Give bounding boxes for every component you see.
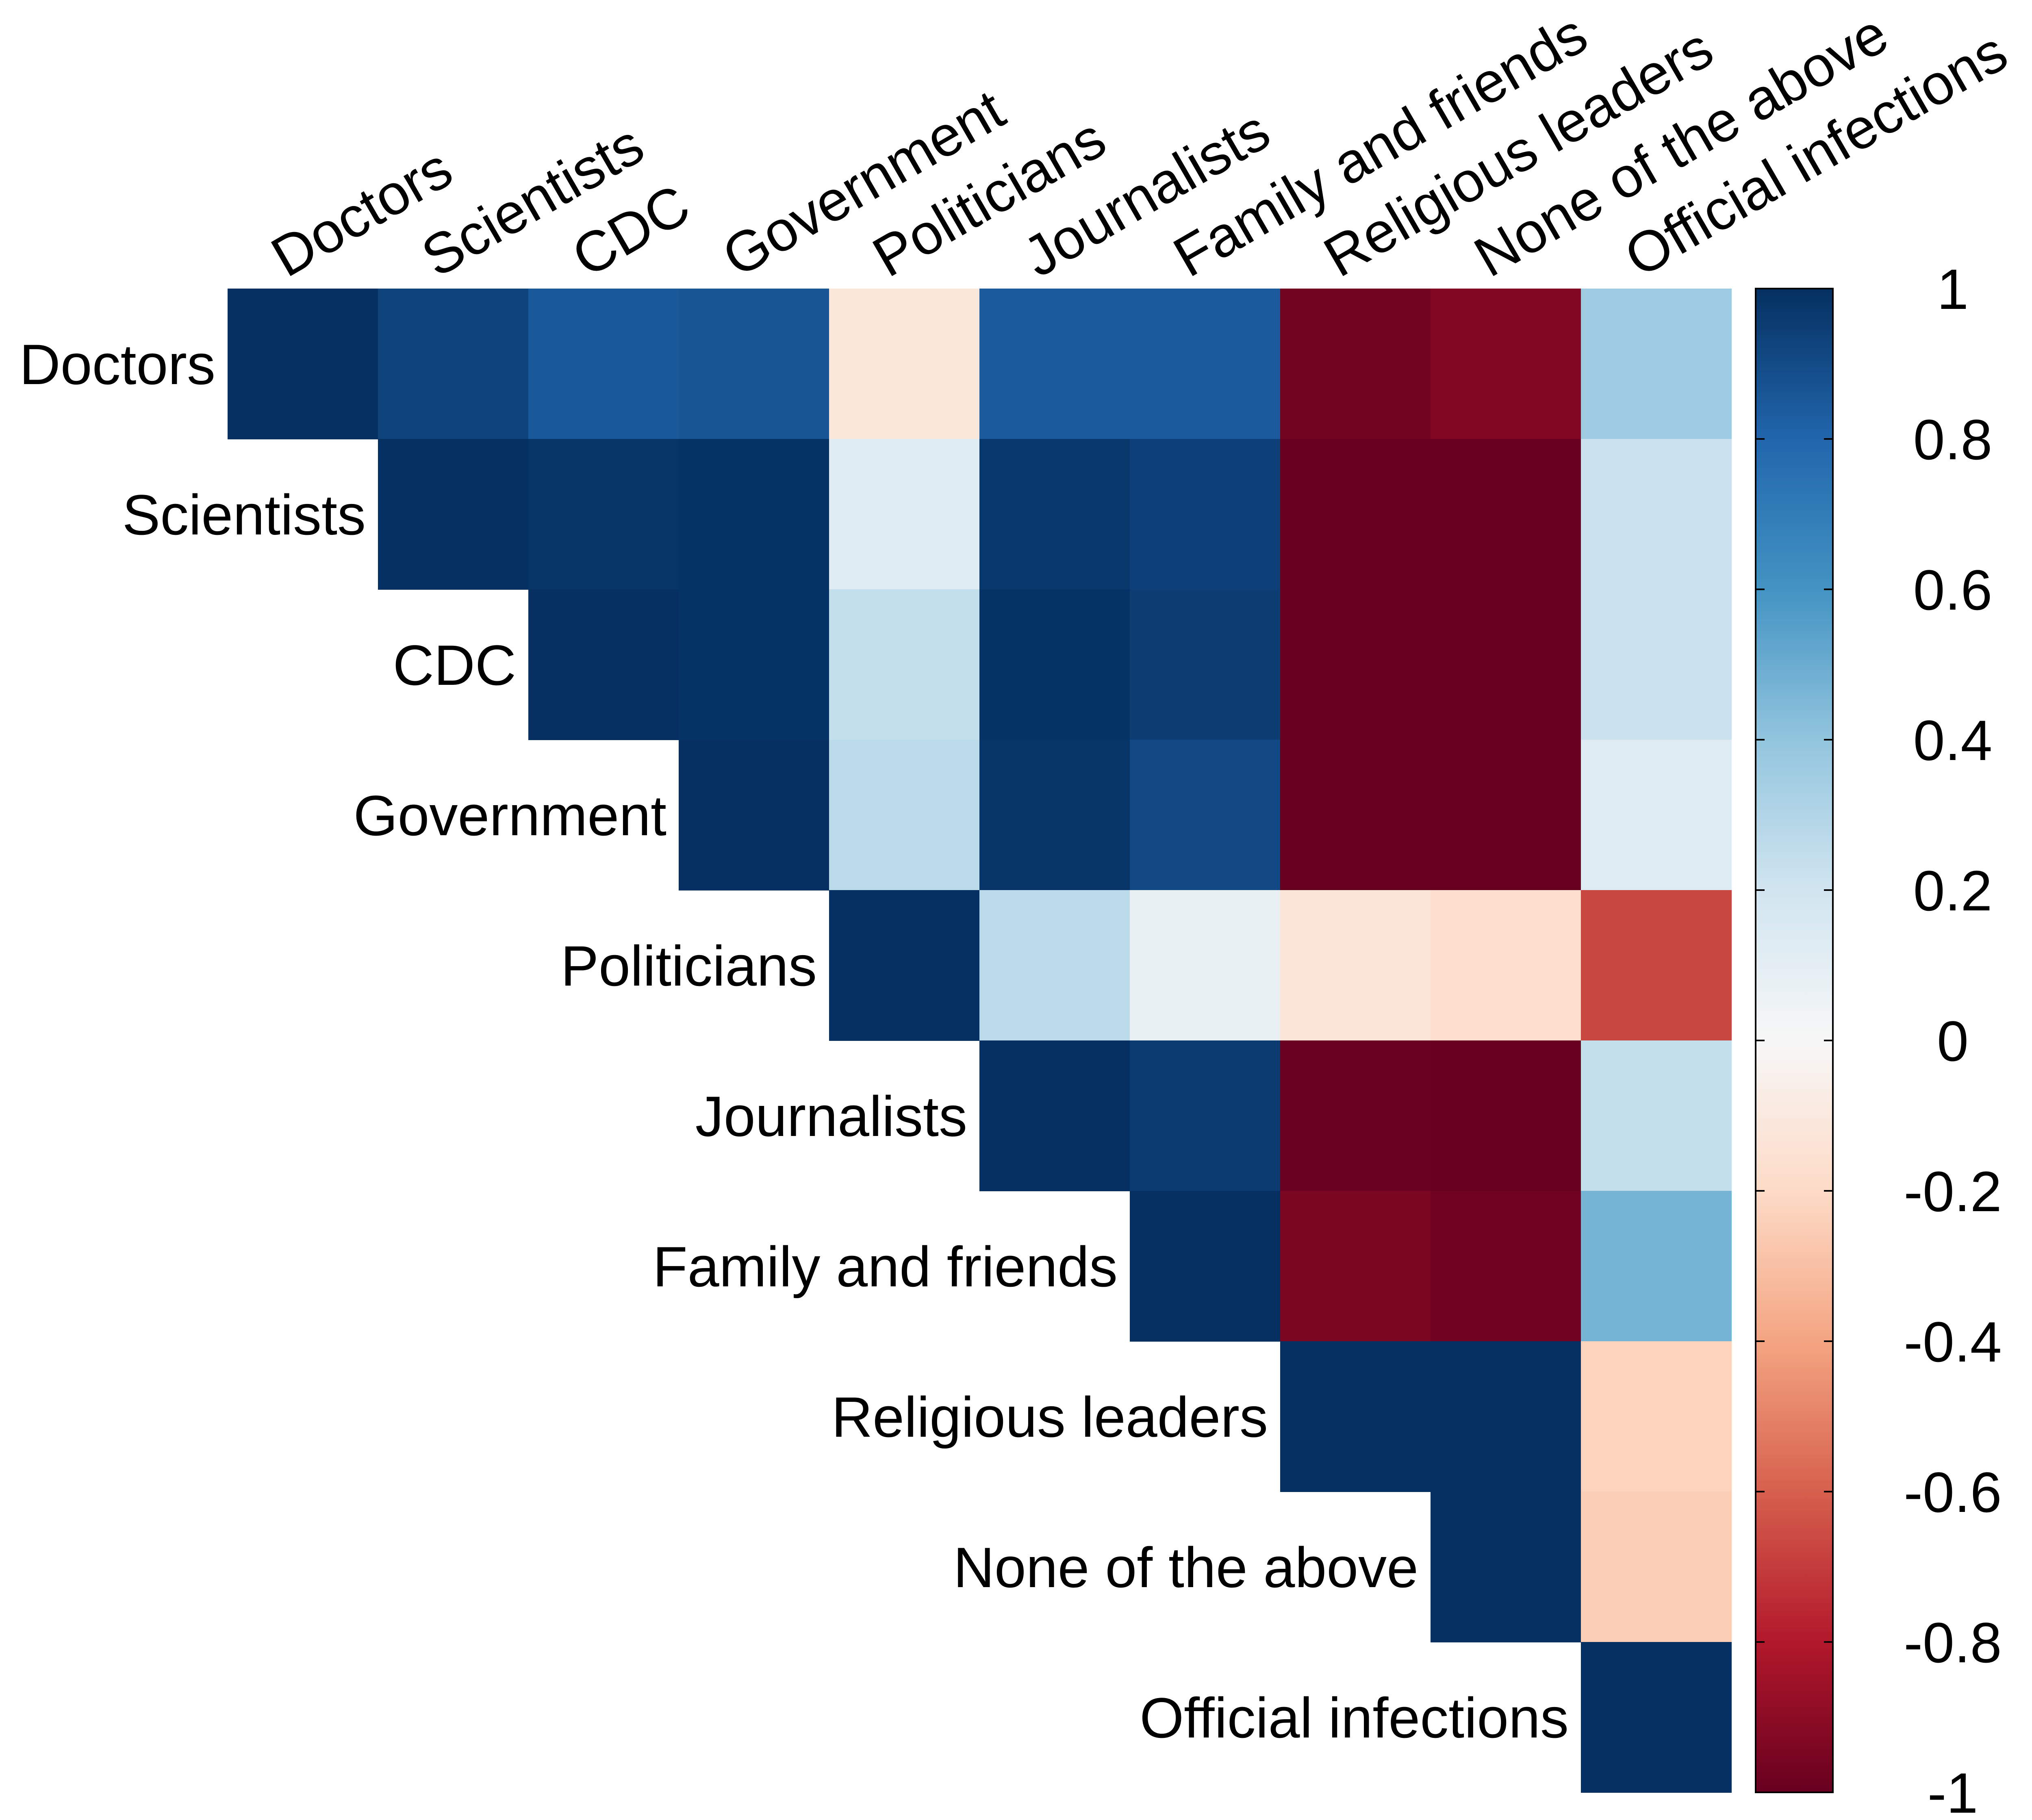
colorbar-tick-label: 0 [1937,1009,1969,1073]
row-label-scientists: Scientists [122,483,366,547]
colorbar-tick-label: 0.2 [1913,859,1993,923]
heatmap-cell-politicians-none-of-the-above [1431,890,1581,1041]
heatmap-cell-government-family-and-friends [1130,740,1281,890]
heatmap-cell-official-infections-official-infections [1581,1642,1732,1793]
colorbar-tick-label: -0.6 [1904,1460,2002,1524]
heatmap-cell-scientists-scientists [378,439,529,590]
heatmap-cell-cdc-official-infections [1581,589,1732,740]
heatmap-cell-none-of-the-above-none-of-the-above [1431,1492,1581,1642]
heatmap-cell-politicians-journalists [979,890,1130,1041]
colorbar-tick-label: 1 [1937,257,1969,321]
heatmap-cell-scientists-politicians [829,439,980,590]
heatmap-cell-doctors-official-infections [1581,289,1732,439]
heatmap-cell-doctors-government [679,289,829,439]
heatmap-cell-family-and-friends-official-infections [1581,1191,1732,1342]
heatmap-cell-journalists-official-infections [1581,1040,1732,1191]
heatmap-cell-politicians-politicians [829,890,980,1041]
row-label-religious-leaders: Religious leaders [831,1385,1268,1449]
heatmap-cell-cdc-politicians [829,589,980,740]
heatmap-cell-religious-leaders-official-infections [1581,1341,1732,1492]
heatmap-cell-family-and-friends-none-of-the-above [1431,1191,1581,1342]
row-label-doctors: Doctors [20,332,215,396]
heatmap-cell-government-none-of-the-above [1431,740,1581,890]
heatmap-cell-government-religious-leaders [1280,740,1431,890]
heatmap-cell-journalists-none-of-the-above [1431,1040,1581,1191]
colorbar [1755,288,1834,1793]
heatmap-cell-doctors-none-of-the-above [1431,289,1581,439]
heatmap-cell-religious-leaders-none-of-the-above [1431,1341,1581,1492]
heatmap-cell-doctors-family-and-friends [1130,289,1281,439]
heatmap-cell-family-and-friends-religious-leaders [1280,1191,1431,1342]
colorbar-tick-label: 0.8 [1913,408,1993,471]
heatmap-cell-doctors-scientists [378,289,529,439]
heatmap-cell-cdc-government [679,589,829,740]
heatmap-cell-journalists-journalists [979,1040,1130,1191]
heatmap-cell-doctors-religious-leaders [1280,289,1431,439]
heatmap-cell-cdc-religious-leaders [1280,589,1431,740]
colorbar-tick-label: 0.4 [1913,708,1993,772]
heatmap-cell-religious-leaders-religious-leaders [1280,1341,1431,1492]
heatmap-cell-scientists-none-of-the-above [1431,439,1581,590]
heatmap-cell-family-and-friends-family-and-friends [1130,1191,1281,1342]
heatmap-cell-scientists-official-infections [1581,439,1732,590]
heatmap-cell-doctors-journalists [979,289,1130,439]
heatmap-cells [228,289,1732,1793]
row-label-family-and-friends: Family and friends [653,1235,1118,1299]
heatmap-cell-politicians-family-and-friends [1130,890,1281,1041]
row-label-cdc: CDC [393,633,516,697]
heatmap-cell-scientists-cdc [528,439,679,590]
heatmap-cell-politicians-official-infections [1581,890,1732,1041]
heatmap-cell-cdc-journalists [979,589,1130,740]
colorbar-tick-label: -0.8 [1904,1611,2002,1674]
heatmap-cell-scientists-journalists [979,439,1130,590]
heatmap-cell-doctors-politicians [829,289,980,439]
heatmap-cell-scientists-family-and-friends [1130,439,1281,590]
row-label-journalists: Journalists [695,1084,967,1148]
heatmap-cell-journalists-religious-leaders [1280,1040,1431,1191]
colorbar-tick-label: -1 [1928,1761,1978,1820]
heatmap-cell-cdc-family-and-friends [1130,589,1281,740]
row-label-none-of-the-above: None of the above [953,1535,1418,1599]
heatmap-cell-none-of-the-above-official-infections [1581,1492,1732,1642]
colorbar-tick-label: -0.2 [1904,1160,2002,1223]
colorbar-ticks: 1 0.8 0.6 0.4 0.2 0 -0.2 -0.4 -0.6 -0.8 -1 [1756,257,2002,1820]
colorbar-tick-label: -0.4 [1904,1310,2002,1374]
heatmap-cell-government-government [679,740,829,890]
heatmap-cell-doctors-doctors [228,289,378,439]
heatmap-cell-government-politicians [829,740,980,890]
row-labels: Doctors Scientists CDC Government Politician… [20,332,1569,1750]
colorbar-scale [1755,288,1834,1793]
heatmap-cell-government-journalists [979,740,1130,890]
row-label-politicians: Politicians [561,934,817,998]
heatmap-cell-scientists-government [679,439,829,590]
heatmap-cell-cdc-none-of-the-above [1431,589,1581,740]
heatmap-cell-scientists-religious-leaders [1280,439,1431,590]
colorbar-tick-label: 0.6 [1913,558,1993,622]
heatmap-cell-cdc-cdc [528,589,679,740]
heatmap-cell-doctors-cdc [528,289,679,439]
heatmap-cell-politicians-religious-leaders [1280,890,1431,1041]
heatmap-cell-government-official-infections [1581,740,1732,890]
heatmap-cell-journalists-family-and-friends [1130,1040,1281,1191]
row-label-official-infections: Official infections [1140,1686,1569,1750]
row-label-government: Government [354,784,666,847]
